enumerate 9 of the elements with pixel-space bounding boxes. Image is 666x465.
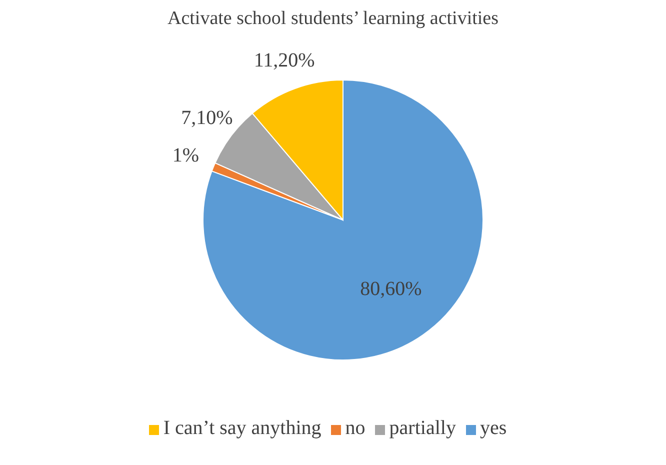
legend-label: yes xyxy=(480,417,507,439)
legend-label: partially xyxy=(389,417,456,439)
data-label: 11,20% xyxy=(254,49,315,72)
data-label: 80,60% xyxy=(360,278,422,300)
legend-label: no xyxy=(345,417,366,439)
legend-label: I can’t say anything xyxy=(163,417,322,439)
data-label: 7,10% xyxy=(181,107,233,130)
data-label: 1% xyxy=(172,144,199,167)
chart-title: Activate school students’ learning activities xyxy=(166,8,500,30)
